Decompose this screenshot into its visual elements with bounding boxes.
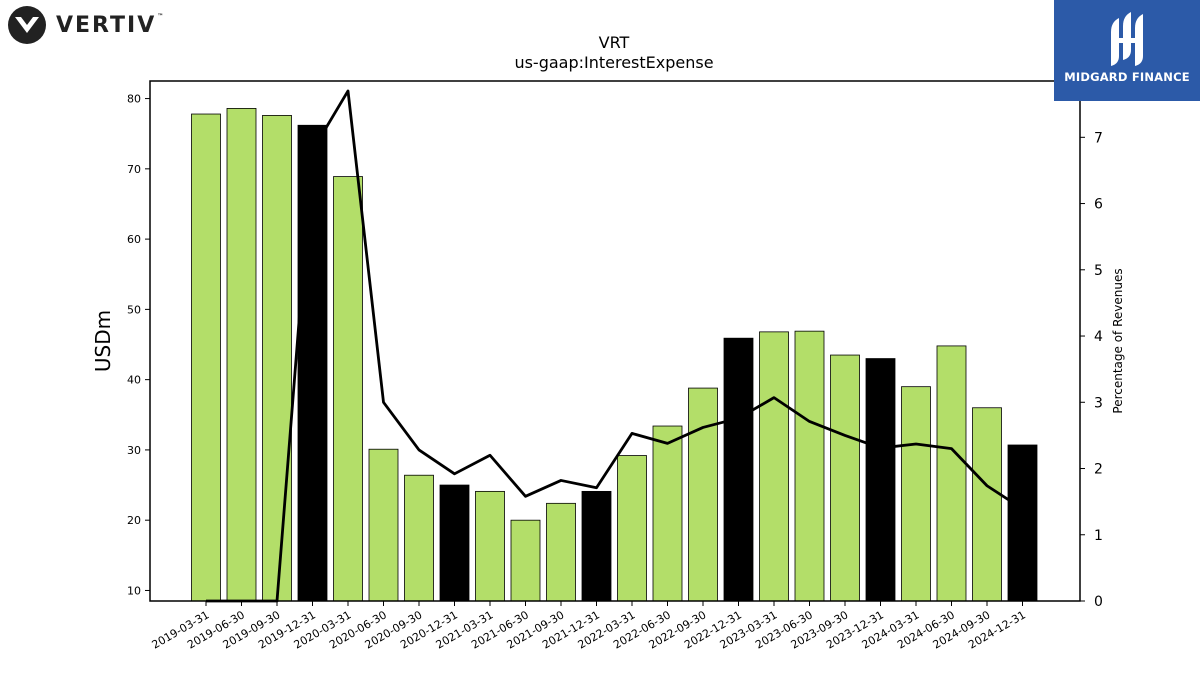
y2-tick-label-3: 3: [1094, 395, 1103, 411]
y-tick-label-80: 80: [127, 93, 141, 106]
vertiv-brand: VERTIV™: [8, 6, 165, 44]
y2-tick-label-2: 2: [1094, 462, 1103, 478]
midgard-name: MIDGARD FINANCE: [1064, 70, 1190, 84]
bar-2019-09-30: [262, 115, 292, 602]
bar-2020-06-30: [368, 448, 399, 602]
bar-2021-06-30: [510, 519, 541, 602]
bar-2022-06-30: [652, 425, 683, 602]
bar-2023-06-30: [794, 330, 825, 602]
y2-tick-label-7: 7: [1094, 130, 1103, 146]
y-tick-label-40: 40: [127, 374, 141, 387]
bar-2019-06-30: [226, 108, 257, 602]
y-axis-right: 0 1 2 3 4 5 6 7: [1080, 130, 1103, 610]
bar-2023-09-30: [830, 354, 860, 602]
vertiv-logo-icon: [8, 6, 46, 44]
bar-2024-12-31: [1007, 444, 1038, 602]
chart-title: VRT: [599, 33, 630, 52]
bar-2022-12-31: [723, 337, 754, 602]
midgard-logo-icon: [1111, 12, 1143, 66]
y2-tick-label-4: 4: [1094, 329, 1103, 345]
chart-subtitle: us-gaap:InterestExpense: [514, 53, 713, 72]
bars-group: [191, 108, 1038, 602]
y2-tick-label-5: 5: [1094, 263, 1103, 279]
y-axis-left: 10 20 30 40 50 60 70 80: [127, 93, 150, 597]
bar-2024-03-31: [901, 386, 931, 602]
brand-name: VERTIV™: [56, 12, 166, 38]
bar-2021-03-31: [475, 490, 505, 602]
y-tick-label-50: 50: [127, 303, 141, 316]
midgard-watermark: MIDGARD FINANCE: [1054, 0, 1200, 101]
bar-2021-12-31: [581, 490, 612, 602]
bar-2022-03-31: [617, 455, 647, 602]
bar-2023-03-31: [759, 331, 789, 602]
bar-2022-09-30: [688, 387, 718, 602]
y-tick-label-20: 20: [127, 514, 141, 527]
y-tick-label-30: 30: [127, 444, 141, 457]
bar-2020-12-31: [439, 484, 470, 602]
bar-2021-09-30: [546, 502, 576, 602]
plot-frame: [149, 80, 1081, 602]
y-tick-label-60: 60: [127, 233, 141, 246]
y2-axis-label: Percentage of Revenues: [1111, 268, 1125, 413]
bar-2024-06-30: [936, 345, 967, 602]
y-axis-label: USDm: [91, 310, 115, 372]
y2-tick-label-6: 6: [1094, 197, 1103, 213]
y-tick-label-10: 10: [127, 584, 141, 597]
line-group: [206, 89, 1024, 603]
bar-2023-12-31: [865, 358, 896, 602]
bar-2019-12-31: [297, 124, 328, 602]
bar-2019-03-31: [191, 113, 221, 602]
bar-2020-09-30: [404, 474, 434, 602]
y2-tick-label-1: 1: [1094, 528, 1103, 544]
x-axis: 2019-03-312019-06-302019-09-302019-12-31…: [150, 601, 1028, 652]
bar-2024-09-30: [972, 407, 1002, 602]
series-line: [206, 89, 1024, 603]
y2-tick-label-0: 0: [1094, 594, 1103, 610]
y-tick-label-70: 70: [127, 163, 141, 176]
bar-2020-03-31: [333, 176, 363, 602]
